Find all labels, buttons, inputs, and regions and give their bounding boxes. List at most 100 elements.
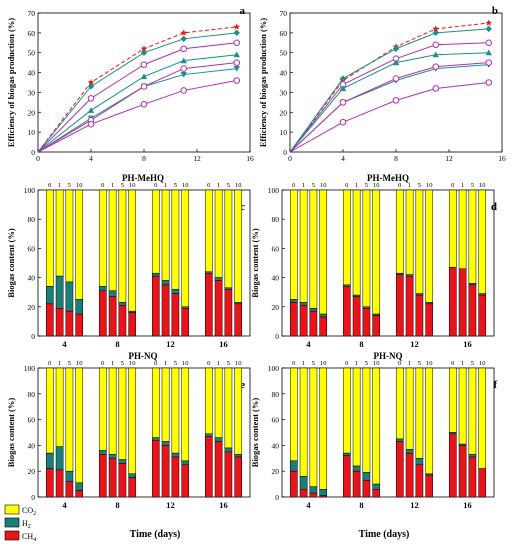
marker-circle xyxy=(87,120,95,128)
bar-h2 xyxy=(118,302,127,306)
dose-label: 5 xyxy=(121,182,124,189)
x-tick-label: 12 xyxy=(193,154,201,163)
marker-circle xyxy=(140,101,148,108)
bar-h2 xyxy=(98,450,107,455)
panel-label: e xyxy=(240,379,245,391)
day-label: 12 xyxy=(166,500,175,510)
dose-label: 10 xyxy=(426,360,433,367)
marker-circle xyxy=(485,59,493,66)
dose-label: 1 xyxy=(302,182,305,189)
bar-ch4 xyxy=(352,470,361,498)
dose-label: 0 xyxy=(207,182,210,189)
dose-label: 1 xyxy=(164,182,167,189)
bar-co2 xyxy=(65,367,74,472)
bar-h2 xyxy=(65,470,74,482)
marker-diamond xyxy=(432,29,439,37)
x-tick-label: 8 xyxy=(394,154,398,163)
bar-ch4 xyxy=(448,433,457,498)
bar-ch4 xyxy=(118,305,127,337)
marker-circle xyxy=(233,59,241,66)
bar-co2 xyxy=(98,367,107,451)
panel-title: PH-NQ xyxy=(374,351,403,361)
marker-triangle-down xyxy=(233,66,240,72)
bar-h2 xyxy=(309,486,318,494)
dose-label: 5 xyxy=(365,360,368,367)
dose-label: 0 xyxy=(48,182,51,189)
bar-co2 xyxy=(352,367,361,467)
bar-co2 xyxy=(362,367,371,473)
dose-label: 5 xyxy=(365,182,368,189)
bar-ch4 xyxy=(458,445,467,498)
y-tick-label: 30 xyxy=(280,88,288,97)
marker-circle xyxy=(392,97,400,104)
bar-co2 xyxy=(118,367,127,460)
bar-ch4 xyxy=(118,463,127,498)
bar-co2 xyxy=(171,367,180,454)
bar-co2 xyxy=(299,189,308,303)
marker-star xyxy=(233,23,241,30)
dose-label: 5 xyxy=(68,182,71,189)
bar-ch4 xyxy=(362,479,371,498)
bar-co2 xyxy=(118,189,127,303)
bar-h2 xyxy=(151,437,160,441)
dose-label: 5 xyxy=(227,360,230,367)
bar-co2 xyxy=(299,367,308,477)
series-line xyxy=(289,28,489,153)
y-tick-label: 50 xyxy=(280,49,288,58)
marker-star xyxy=(87,78,95,86)
bar-ch4 xyxy=(372,315,381,337)
y-tick-label: 60 xyxy=(272,416,280,425)
y-tick-label: 10 xyxy=(280,128,288,137)
bar-co2 xyxy=(45,189,54,287)
x-tick-label: 4 xyxy=(89,154,93,163)
marker-triangle xyxy=(339,85,347,92)
day-label: 8 xyxy=(359,500,363,510)
line-panel-a: 0 10 20 30 40 50 60 70 0 4 8 12 16 Efficiency of biog… xyxy=(6,5,254,163)
bar-co2 xyxy=(98,189,107,287)
marker-circle xyxy=(180,87,188,94)
bar-h2 xyxy=(372,483,381,490)
y-tick-label: 100 xyxy=(268,364,280,373)
y-tick-label: 0 xyxy=(31,493,35,502)
y-tick-label: 80 xyxy=(272,215,280,224)
bar-co2 xyxy=(405,367,414,450)
marker-diamond xyxy=(233,29,240,37)
dose-label: 5 xyxy=(174,360,177,367)
dose-label: 0 xyxy=(451,182,454,189)
dose-label: 0 xyxy=(451,360,454,367)
bar-co2 xyxy=(309,189,318,309)
dose-label: 0 xyxy=(48,360,51,367)
bar-h2 xyxy=(224,447,233,453)
bar-co2 xyxy=(352,189,361,296)
bar-ch4 xyxy=(289,470,298,498)
dose-label: 10 xyxy=(320,360,327,367)
day-label: 16 xyxy=(219,500,228,510)
marker-circle xyxy=(87,95,95,102)
bar-co2 xyxy=(161,189,170,281)
bar-ch4 xyxy=(45,468,54,498)
plot-frame xyxy=(37,12,251,153)
bar-co2 xyxy=(128,189,137,312)
bar-h2 xyxy=(98,286,107,291)
bar-ch4 xyxy=(98,454,107,498)
bar-ch4 xyxy=(319,316,328,337)
series-line xyxy=(289,52,489,153)
x-tick-label: 8 xyxy=(142,154,146,163)
bar-ch4 xyxy=(171,293,180,337)
day-label: 4 xyxy=(62,339,67,349)
bar-h2 xyxy=(415,458,424,465)
dose-label: 5 xyxy=(418,360,421,367)
dose-label: 0 xyxy=(154,182,157,189)
bar-ch4 xyxy=(151,439,160,498)
y-tick-label: 20 xyxy=(272,303,280,312)
y-tick-label: 60 xyxy=(28,244,36,253)
bar-ch4 xyxy=(299,489,308,498)
dose-label: 10 xyxy=(320,182,327,189)
bar-ch4 xyxy=(65,481,74,498)
x-tick-label: 16 xyxy=(498,154,506,163)
x-tick-label: 4 xyxy=(341,154,345,163)
plot-frame xyxy=(37,189,251,337)
bar-co2 xyxy=(415,189,424,294)
